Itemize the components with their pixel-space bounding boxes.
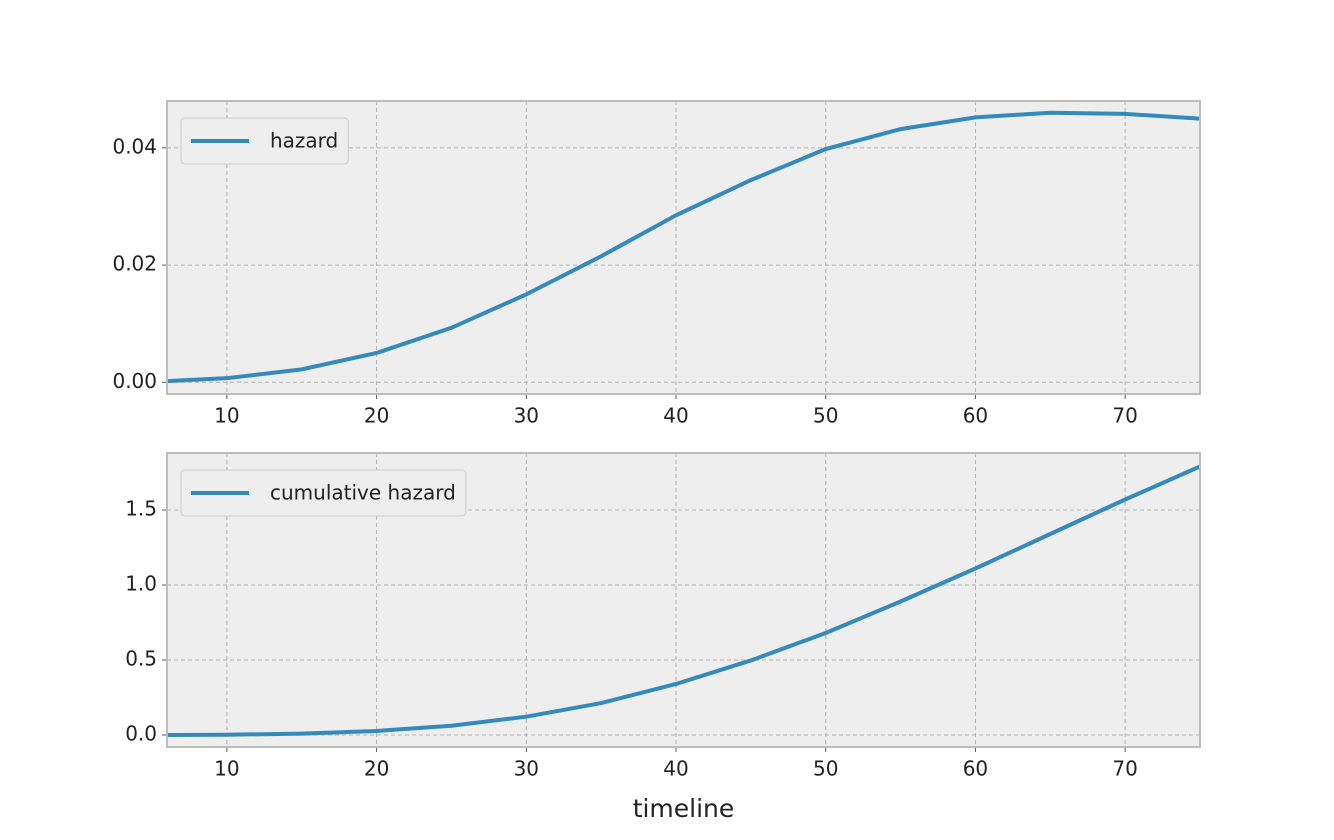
legend-label: hazard (270, 129, 338, 153)
x-tick-label: 10 (214, 757, 239, 781)
x-tick-label: 50 (813, 404, 838, 428)
x-tick-label: 40 (663, 404, 688, 428)
y-tick-label: 0.04 (112, 134, 157, 158)
legend-box (180, 469, 467, 517)
x-tick-label: 10 (214, 404, 239, 428)
y-tick-label: 0.00 (112, 369, 157, 393)
x-tick-label: 60 (963, 404, 988, 428)
x-tick-label: 70 (1112, 757, 1137, 781)
y-tick-label: 0.5 (125, 647, 157, 671)
legend-box (180, 117, 349, 165)
y-tick-label: 1.5 (125, 497, 157, 521)
x-tick-label: 30 (514, 757, 539, 781)
x-tick-label: 70 (1112, 404, 1137, 428)
y-tick-label: 0.02 (112, 252, 157, 276)
y-tick-label: 1.0 (125, 572, 157, 596)
plot-frame (166, 100, 1201, 395)
x-tick-label: 60 (963, 757, 988, 781)
x-tick-label: 30 (514, 404, 539, 428)
x-tick-label: 20 (364, 757, 389, 781)
line (167, 110, 1200, 384)
plot-frame (166, 452, 1201, 748)
x-tick-label: 50 (813, 757, 838, 781)
x-tick-label: 20 (364, 404, 389, 428)
legend-label: cumulative hazard (270, 481, 456, 505)
line (167, 464, 1200, 737)
x-tick-label: 40 (663, 757, 688, 781)
y-tick-label: 0.0 (125, 722, 157, 746)
x-axis-label: timeline (633, 794, 735, 823)
